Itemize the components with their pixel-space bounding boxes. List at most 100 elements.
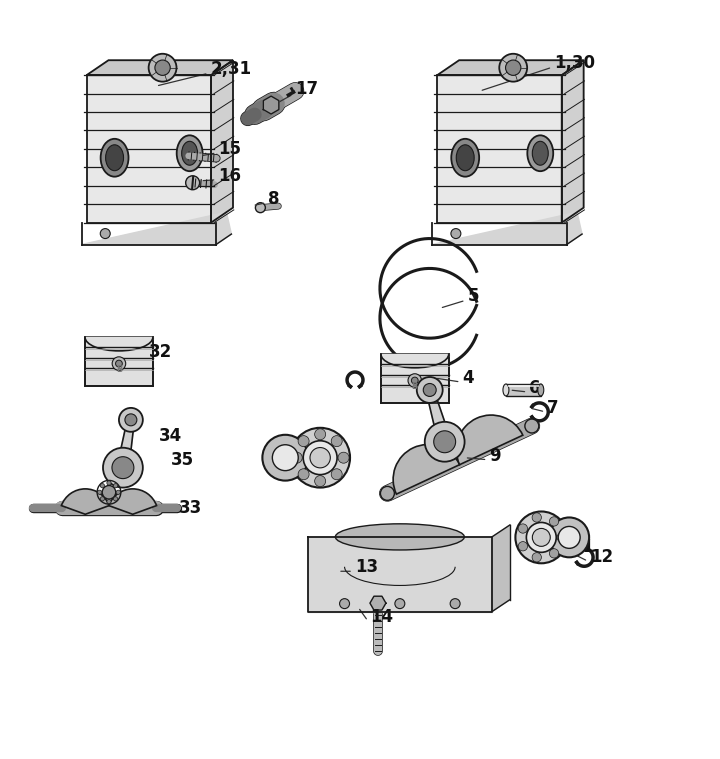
Polygon shape [432, 213, 582, 244]
Circle shape [148, 54, 176, 82]
Ellipse shape [503, 384, 509, 396]
Circle shape [340, 599, 349, 609]
Circle shape [298, 469, 309, 480]
Circle shape [262, 435, 308, 480]
Circle shape [549, 517, 559, 526]
Circle shape [100, 496, 104, 501]
Ellipse shape [176, 135, 202, 172]
Text: 16: 16 [219, 167, 241, 184]
Text: 12: 12 [590, 548, 613, 566]
Circle shape [549, 549, 559, 558]
Circle shape [532, 528, 550, 546]
Circle shape [292, 452, 302, 463]
Text: 6: 6 [529, 379, 541, 397]
Circle shape [436, 433, 454, 451]
Circle shape [525, 419, 539, 433]
Text: 10: 10 [298, 458, 321, 477]
Circle shape [526, 522, 557, 553]
Text: B: B [412, 382, 418, 391]
Circle shape [107, 499, 111, 504]
Ellipse shape [527, 135, 553, 172]
Text: 11: 11 [571, 538, 594, 556]
Bar [85, 337, 153, 386]
Circle shape [100, 483, 104, 488]
Ellipse shape [106, 145, 124, 171]
Circle shape [423, 383, 436, 396]
Circle shape [125, 414, 137, 426]
Text: B: B [116, 364, 122, 373]
Text: 14: 14 [370, 608, 393, 626]
Text: 7: 7 [547, 399, 559, 417]
Circle shape [315, 429, 325, 439]
Circle shape [516, 512, 567, 563]
Circle shape [298, 436, 309, 446]
Wedge shape [61, 489, 109, 515]
Text: 9: 9 [490, 447, 501, 465]
Circle shape [315, 476, 325, 487]
Circle shape [107, 481, 111, 485]
Circle shape [119, 408, 143, 432]
Circle shape [518, 542, 528, 551]
Polygon shape [562, 60, 584, 222]
Polygon shape [85, 337, 153, 339]
Circle shape [425, 422, 464, 461]
Polygon shape [86, 75, 211, 222]
Circle shape [103, 448, 143, 487]
Polygon shape [117, 419, 135, 468]
Ellipse shape [456, 145, 474, 171]
Text: 13: 13 [355, 559, 378, 576]
Text: 17: 17 [295, 80, 318, 98]
Polygon shape [86, 60, 233, 75]
Wedge shape [456, 415, 523, 465]
Circle shape [331, 469, 342, 480]
Circle shape [395, 599, 405, 609]
Polygon shape [492, 525, 510, 612]
Text: 35: 35 [171, 451, 194, 469]
Polygon shape [426, 389, 451, 443]
Circle shape [186, 176, 199, 190]
Polygon shape [370, 597, 386, 610]
Circle shape [558, 527, 580, 548]
Circle shape [532, 553, 541, 562]
Circle shape [114, 483, 117, 488]
Circle shape [114, 496, 117, 501]
Circle shape [155, 60, 170, 75]
Circle shape [417, 377, 443, 403]
Circle shape [557, 533, 567, 542]
Circle shape [272, 445, 298, 471]
Circle shape [411, 377, 418, 384]
Circle shape [505, 60, 521, 75]
Text: 10: 10 [547, 524, 570, 543]
Wedge shape [109, 489, 156, 515]
Circle shape [116, 490, 120, 494]
Bar [506, 384, 541, 396]
Ellipse shape [181, 141, 197, 165]
Circle shape [112, 457, 134, 479]
Ellipse shape [451, 139, 480, 177]
Polygon shape [437, 60, 584, 75]
Circle shape [100, 228, 110, 238]
Circle shape [115, 361, 122, 367]
Circle shape [408, 373, 422, 387]
Polygon shape [307, 537, 492, 612]
Text: 34: 34 [159, 427, 182, 445]
Circle shape [380, 487, 395, 500]
Circle shape [450, 599, 460, 609]
Circle shape [112, 357, 126, 370]
Ellipse shape [538, 384, 544, 396]
Ellipse shape [101, 139, 129, 177]
Text: 2,31: 2,31 [210, 60, 252, 78]
Text: 15: 15 [219, 140, 241, 158]
Circle shape [310, 448, 330, 468]
Polygon shape [264, 96, 279, 114]
Text: 8: 8 [269, 190, 280, 208]
Circle shape [102, 486, 116, 499]
Wedge shape [393, 445, 459, 494]
Circle shape [427, 424, 463, 460]
Circle shape [532, 513, 541, 522]
Circle shape [338, 452, 349, 463]
Text: 33: 33 [179, 499, 202, 517]
Ellipse shape [336, 524, 464, 550]
Circle shape [290, 428, 350, 487]
Text: 5: 5 [467, 288, 479, 305]
